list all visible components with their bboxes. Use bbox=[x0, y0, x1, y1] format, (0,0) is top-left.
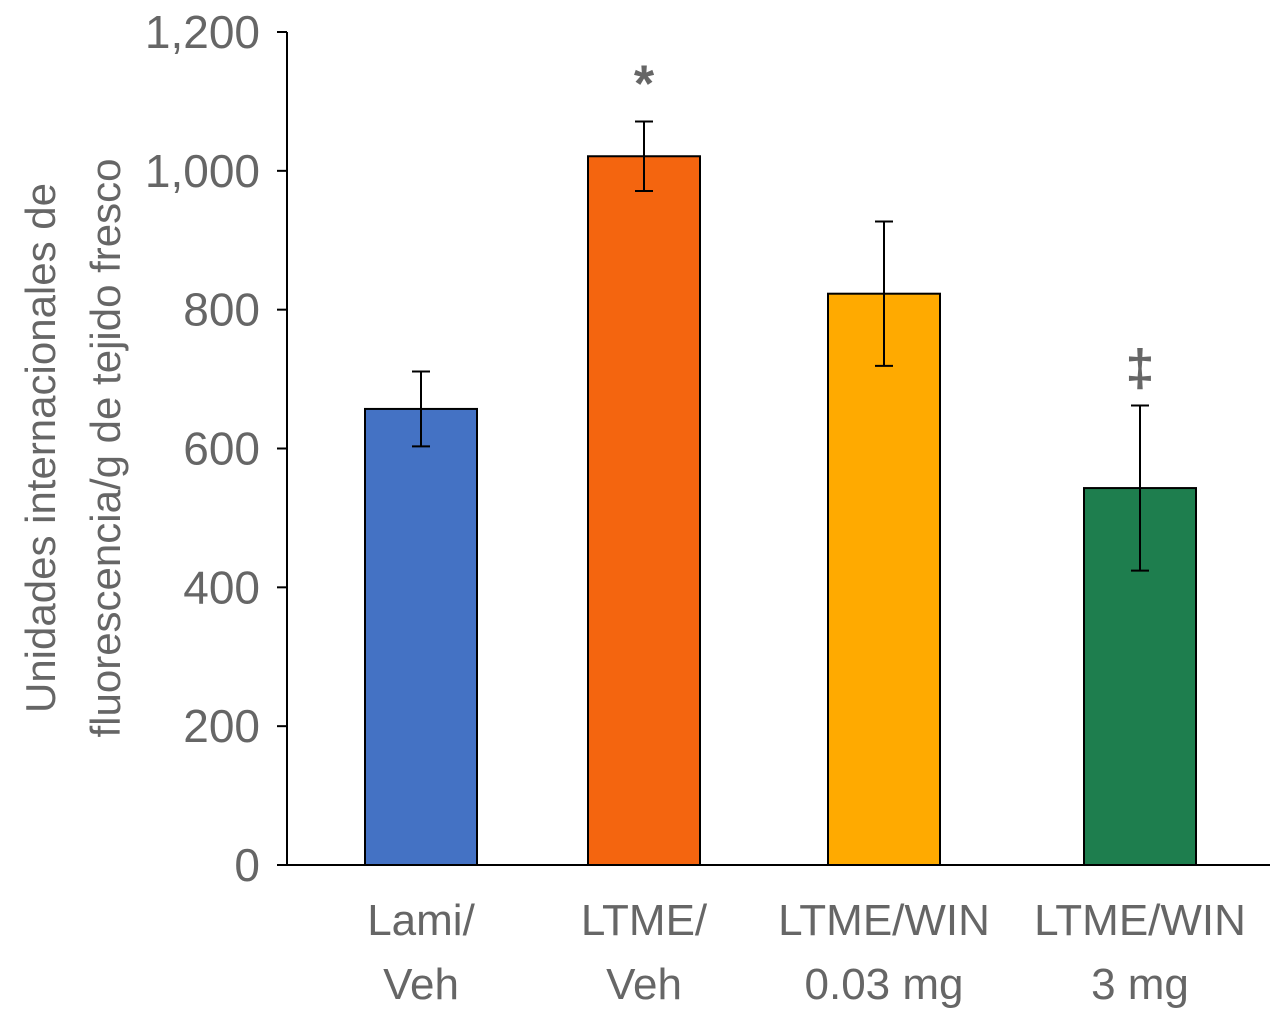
y-tick-label: 400 bbox=[183, 561, 260, 613]
x-category-label: LTME/WIN bbox=[778, 896, 990, 945]
x-axis: Lami/Veh LTME/Veh LTME/WIN 0.03 mg LTME/WIN 3… bbox=[277, 864, 1270, 1009]
y-tick-label: 200 bbox=[183, 700, 260, 752]
x-category-label: LTME/ bbox=[581, 896, 708, 945]
y-tick-label: 600 bbox=[183, 423, 260, 475]
bar bbox=[827, 292, 941, 867]
y-tick-label: 800 bbox=[183, 284, 260, 336]
y-axis-label: Unidades internacionales de fluorescencia… bbox=[17, 159, 129, 738]
x-category-label: 0.03 mg bbox=[805, 960, 964, 1009]
x-category-label: LTME/WIN bbox=[1034, 896, 1246, 945]
x-category-label: Veh bbox=[606, 960, 682, 1009]
x-category-label: 3 mg bbox=[1091, 960, 1189, 1009]
bar bbox=[364, 407, 478, 866]
y-axis-label-line: fluorescencia/g de tejido fresco bbox=[82, 159, 129, 738]
y-tick-label: 1,000 bbox=[145, 145, 260, 197]
x-category-label: Veh bbox=[383, 960, 459, 1009]
y-tick-label: 1,200 bbox=[145, 6, 260, 58]
y-axis: 0 200 400 600 800 1,000 1,200 bbox=[145, 6, 288, 891]
bars: *‡ bbox=[364, 56, 1197, 867]
y-tick-label: 0 bbox=[234, 839, 260, 891]
x-category-label: Lami/ bbox=[367, 896, 475, 945]
significance-marker: ‡ bbox=[1126, 339, 1155, 397]
bar bbox=[587, 155, 701, 866]
y-axis-label-line: Unidades internacionales de bbox=[17, 183, 64, 713]
significance-marker: * bbox=[634, 56, 655, 114]
